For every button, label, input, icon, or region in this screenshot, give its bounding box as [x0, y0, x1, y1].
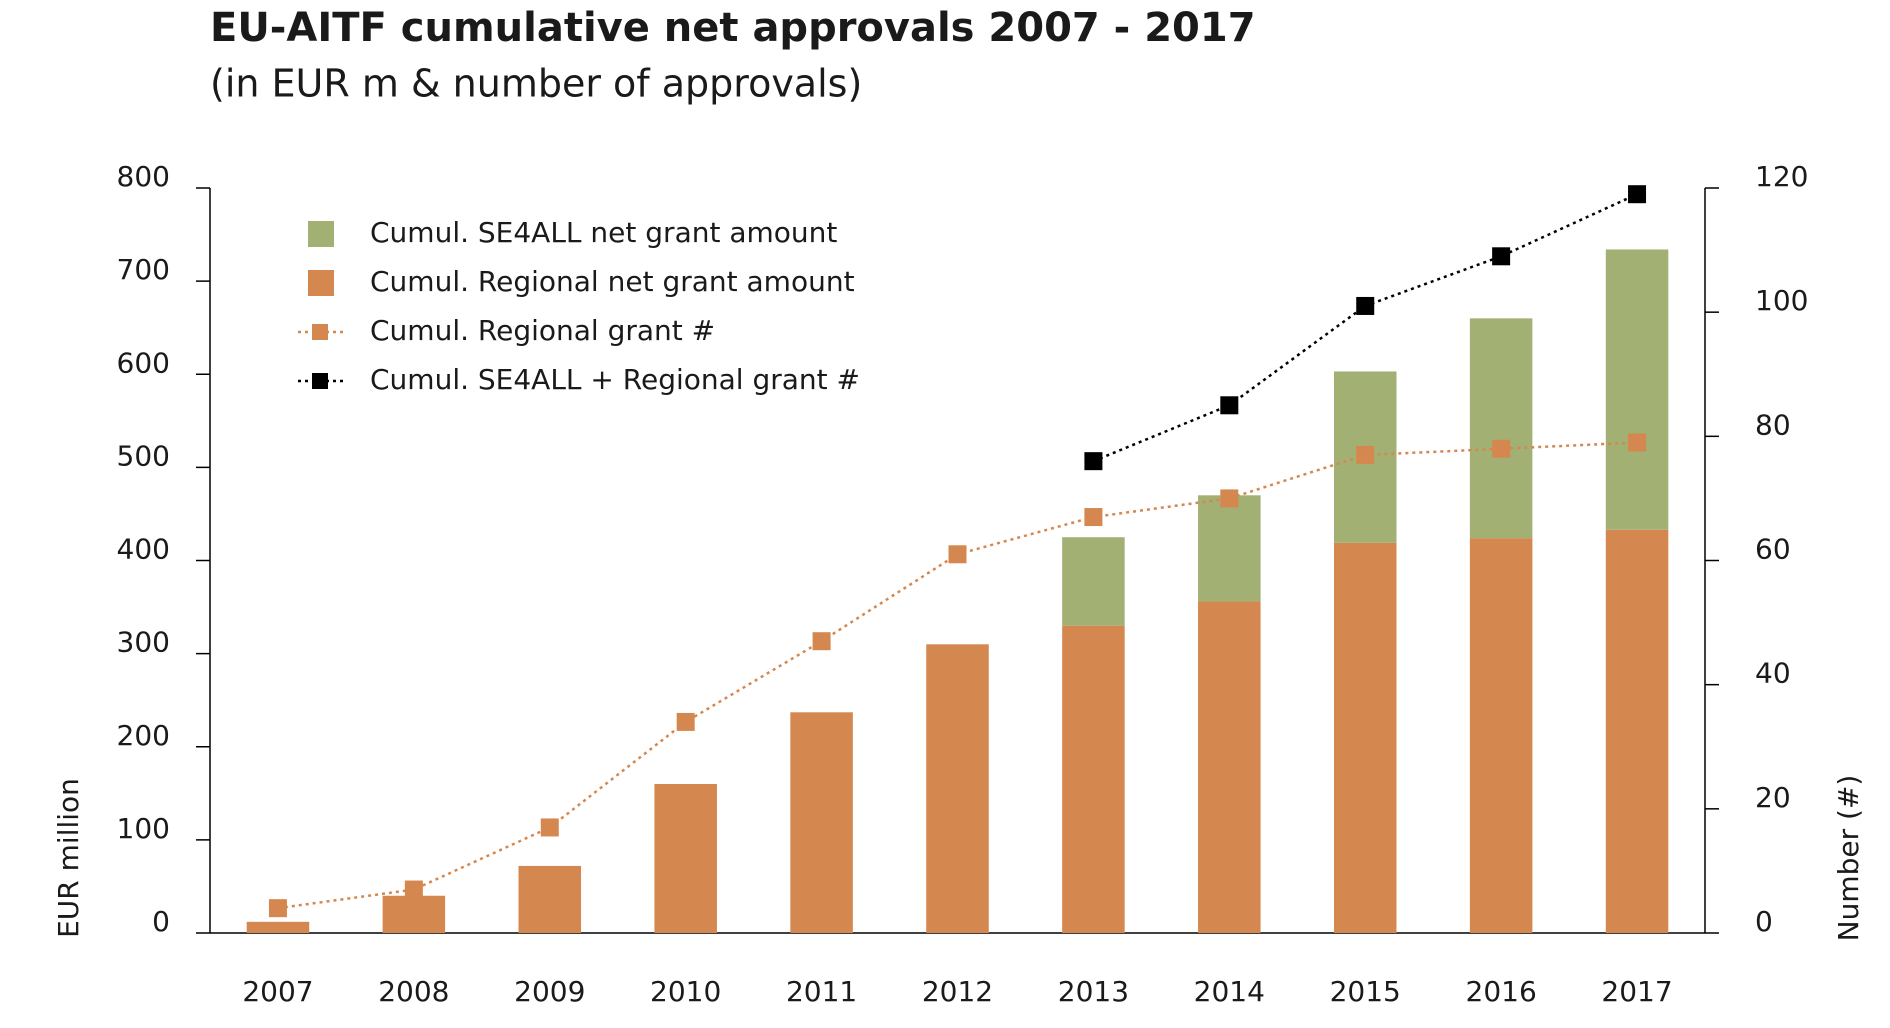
marker [268, 899, 287, 918]
y-tick-label: 0 [152, 905, 170, 938]
bar [1062, 537, 1125, 626]
legend-swatch [308, 270, 334, 296]
y-tick-label: 600 [117, 346, 170, 379]
bar [1605, 529, 1669, 933]
y-tick-label: 200 [117, 719, 170, 752]
y-tick-label: 300 [117, 626, 170, 659]
legend-label: Cumul. SE4ALL + Regional grant # [370, 363, 860, 396]
marker [948, 545, 967, 564]
marker [404, 880, 423, 899]
legend-label: Cumul. Regional grant # [370, 314, 715, 347]
marker [812, 632, 831, 651]
marker [1628, 185, 1647, 204]
marker [1628, 433, 1647, 452]
legend-label: Cumul. Regional net grant amount [370, 265, 855, 298]
x-tick-label: 2013 [1058, 975, 1129, 1008]
x-tick-label: 2007 [242, 975, 313, 1008]
legend-label: Cumul. SE4ALL net grant amount [370, 216, 837, 249]
marker [1084, 452, 1103, 471]
bar [1469, 318, 1533, 539]
bar [1198, 601, 1261, 933]
y2-tick-label: 0 [1755, 905, 1773, 938]
x-tick-label: 2015 [1330, 975, 1401, 1008]
y-tick-label: 700 [117, 253, 170, 286]
chart-subtitle: (in EUR m & number of approvals) [210, 62, 862, 106]
x-tick-label: 2010 [650, 975, 721, 1008]
marker [1356, 445, 1375, 464]
y2-tick-label: 60 [1755, 533, 1791, 566]
bar [790, 712, 853, 933]
y-tick-label: 800 [117, 160, 170, 193]
bar [518, 865, 582, 933]
y2-tick-label: 80 [1755, 408, 1791, 441]
bar [246, 921, 310, 933]
marker [676, 712, 695, 731]
bar [926, 644, 989, 933]
bar [1469, 538, 1533, 933]
bar [1198, 495, 1261, 602]
y-tick-label: 100 [117, 812, 170, 845]
x-tick-label: 2016 [1466, 975, 1537, 1008]
marker [1492, 439, 1511, 458]
x-tick-label: 2009 [514, 975, 585, 1008]
bar [1062, 625, 1125, 933]
marker [1084, 508, 1103, 527]
bar [382, 895, 446, 933]
x-tick-label: 2017 [1601, 975, 1672, 1008]
marker [540, 818, 559, 837]
marker [1220, 396, 1239, 415]
y-tick-label: 500 [117, 439, 170, 472]
y2-tick-label: 100 [1755, 284, 1808, 317]
x-tick-label: 2011 [786, 975, 857, 1008]
x-tick-label: 2014 [1194, 975, 1265, 1008]
legend-marker [312, 373, 328, 389]
marker [1492, 247, 1511, 266]
legend-marker [312, 324, 328, 340]
marker [1356, 296, 1375, 315]
marker [1220, 489, 1239, 508]
y2-tick-label: 120 [1755, 160, 1808, 193]
y-axis-title: EUR million [52, 778, 85, 938]
y2-axis-title: Number (#) [1832, 775, 1865, 942]
y-tick-label: 400 [117, 533, 170, 566]
y2-tick-label: 40 [1755, 657, 1791, 690]
chart-title: EU-AITF cumulative net approvals 2007 - … [210, 5, 1256, 51]
x-tick-label: 2008 [378, 975, 449, 1008]
bar [1333, 542, 1397, 933]
bar [654, 784, 717, 933]
legend-swatch [308, 221, 334, 247]
bar [1605, 249, 1669, 530]
y2-tick-label: 20 [1755, 781, 1791, 814]
x-tick-label: 2012 [922, 975, 993, 1008]
